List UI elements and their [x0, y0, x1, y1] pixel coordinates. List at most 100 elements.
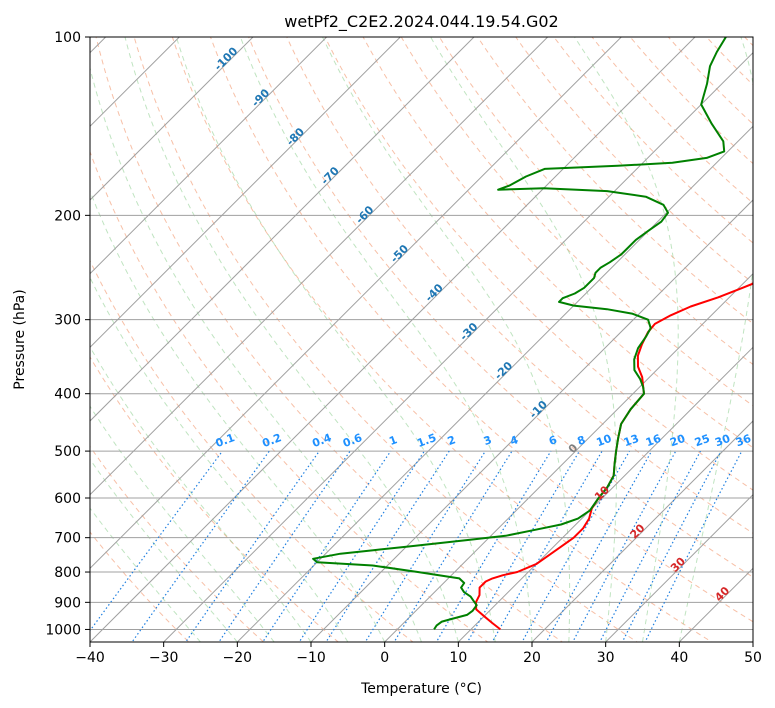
grid-lines [90, 37, 753, 642]
mixing-ratio-line [393, 450, 513, 642]
y-tick-label: 100 [54, 30, 81, 46]
mixing-ratio-label: 6 [547, 433, 559, 448]
y-tick-label: 1000 [45, 622, 81, 638]
mixing-ratio-label: 13 [622, 432, 641, 449]
mixing-ratio-label: 0.4 [310, 431, 333, 450]
dry-adiabat-line [362, 37, 753, 449]
dry-adiabat-line [438, 37, 753, 366]
x-tick-label: −20 [223, 650, 253, 666]
dry-adiabat-line [515, 37, 753, 284]
moist-adiabat-line [239, 37, 533, 642]
dry-adiabat-line [209, 37, 753, 623]
isotherm-line [236, 125, 753, 642]
isotherm-line [90, 37, 549, 496]
y-tick-label: 700 [54, 531, 81, 547]
x-axis-label: Temperature (°C) [360, 681, 482, 697]
x-tick-label: 30 [597, 650, 615, 666]
y-tick-label: 300 [54, 313, 81, 329]
x-tick-label: −30 [149, 650, 179, 666]
dry-adiabat-line [90, 356, 339, 642]
dry-adiabat-line [90, 259, 414, 642]
isotherm-line [531, 420, 753, 642]
x-tick-label: 40 [670, 650, 688, 666]
y-tick-label: 200 [54, 208, 81, 224]
mixing-ratio-label: 16 [644, 432, 663, 450]
x-tick-label: 10 [449, 650, 467, 666]
dry-adiabat-line [133, 37, 638, 642]
isotherm-line [90, 37, 328, 275]
dry-adiabat-line [324, 37, 753, 491]
x-tick-label: 50 [744, 650, 762, 666]
y-tick-label: 900 [54, 595, 81, 611]
mixing-ratio-line [466, 450, 580, 642]
isotherm-line [90, 37, 475, 422]
mixing-ratio-line [262, 450, 392, 642]
plot-frame [89, 36, 754, 643]
dry-adiabat-line [248, 37, 753, 578]
dry-adiabat-line [553, 37, 753, 244]
isotherm-line [310, 199, 753, 642]
mixing-ratio-label: 1 [387, 433, 399, 448]
mixing-ratio-label: 3 [482, 433, 494, 448]
dry-adiabats [90, 37, 753, 642]
isotherm-line [90, 37, 254, 201]
dry-adiabat-line [90, 445, 265, 642]
mixing-ratio-lines [90, 450, 743, 642]
mixing-ratio-line [599, 450, 702, 642]
mixing-ratio-label: 20 [668, 432, 687, 450]
moist-adiabat-line [574, 37, 679, 642]
y-axis-label: Pressure (hPa) [12, 289, 28, 389]
isotherm-line [90, 37, 623, 570]
mixing-ratio-label: 0.6 [341, 431, 364, 450]
mixing-ratio-line [435, 450, 552, 642]
moist-adiabat-line [430, 37, 617, 642]
mixing-ratio-label: 4 [508, 433, 520, 448]
isotherm-line [90, 37, 696, 642]
moist-adiabat-line [175, 37, 496, 642]
x-tick-label: 0 [380, 650, 389, 666]
mixing-ratio-label: 30 [713, 432, 732, 450]
dry-adiabat-line [95, 37, 564, 642]
moist-adiabat-line [90, 507, 201, 642]
moist-adiabat-line [90, 65, 422, 642]
moist-adiabat-line [322, 37, 571, 642]
mixing-ratio-label: 0.2 [261, 431, 284, 450]
mixing-ratio-label: 10 [595, 432, 614, 450]
y-tick-label: 500 [54, 444, 81, 460]
mixing-ratio-label: 25 [693, 432, 712, 449]
mixing-ratio-line [325, 450, 450, 642]
mixing-ratio-label: 0.1 [214, 431, 237, 450]
mixing-ratio-label: 8 [576, 433, 588, 448]
axes: −40 −30 −20 −10 0 10 20 30 40 5010020030040050060… [45, 30, 762, 666]
moist-adiabat-line [90, 458, 238, 642]
dry-adiabat-line [400, 37, 753, 407]
mixing-ratio-line [572, 450, 677, 642]
moist-adiabat-line [90, 405, 275, 642]
isotherm-line [383, 272, 753, 642]
mixing-ratio-line [545, 450, 653, 642]
mixing-ratio-label: 36 [734, 432, 753, 450]
mixing-ratio-label: 2 [446, 433, 458, 448]
dry-adiabat-line [629, 37, 753, 165]
x-tick-label: 20 [523, 650, 541, 666]
y-tick-label: 600 [54, 491, 81, 507]
moist-adiabat-line [90, 189, 386, 642]
mixing-ratio-line [90, 450, 223, 632]
chart-title: wetPf2_C2E2.2024.044.19.54.G02 [284, 12, 558, 32]
y-tick-label: 400 [54, 387, 81, 403]
mixing-ratio-line [364, 450, 486, 642]
isotherm-line [457, 346, 753, 642]
dry-adiabat-line [286, 37, 753, 534]
isotherm-line [604, 493, 753, 642]
mixing-ratio-line [218, 450, 351, 642]
dry-adiabat-line [171, 37, 713, 642]
x-tick-label: −40 [75, 650, 105, 666]
temperature-profile-line [474, 282, 753, 631]
y-tick-label: 800 [54, 565, 81, 581]
isotherm-line [90, 37, 402, 349]
dewpoint-profile-line [312, 37, 727, 630]
mixing-ratio-line [298, 450, 425, 642]
x-tick-label: −10 [296, 650, 326, 666]
mixing-ratio-label: 1.5 [415, 431, 438, 450]
moist-adiabat-line [90, 276, 349, 642]
